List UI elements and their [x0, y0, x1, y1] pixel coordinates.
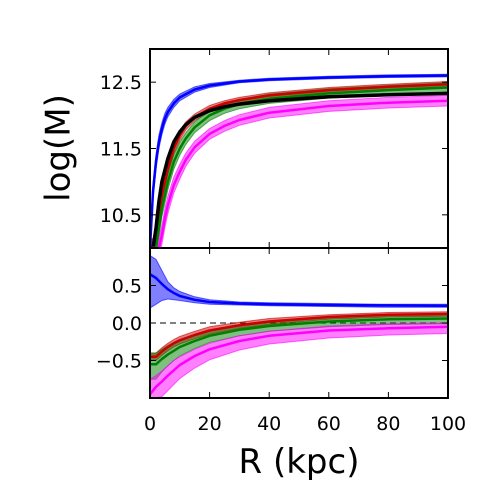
x-tick-label: 100 — [430, 413, 466, 435]
x-tick-label: 40 — [257, 413, 281, 435]
series-0-line — [150, 74, 448, 248]
series-3-line — [150, 91, 448, 248]
series-3-line — [150, 325, 448, 396]
series-1-line — [150, 312, 448, 359]
top-plot-area — [150, 73, 448, 248]
series-0-line — [150, 273, 448, 308]
top-panel: 10.5 11.5 12.5 log(M) — [39, 48, 449, 249]
series-2-line — [150, 317, 448, 366]
bottom-xlabel: R (kpc) — [239, 442, 360, 482]
y-tick-label: 12.5 — [100, 72, 142, 94]
top-ylabel: log(M) — [39, 94, 79, 202]
x-tick-label: 80 — [376, 413, 400, 435]
y-tick-label: 0.5 — [112, 276, 142, 298]
bottom-panel: 0 20 40 60 80 100 −0.5 0.0 0.5 R (kpc) — [96, 247, 466, 482]
bottom-ticks: 0 20 40 60 80 100 −0.5 0.0 0.5 — [96, 248, 466, 435]
series-2-line — [150, 86, 448, 248]
series-0-band — [150, 73, 448, 248]
series-4-line — [150, 99, 448, 248]
series-0-band — [150, 254, 448, 309]
bottom-plot-area — [150, 254, 448, 398]
y-tick-label: 0.0 — [112, 313, 142, 335]
series-4-band — [150, 94, 448, 248]
series-3-band — [150, 322, 448, 398]
y-tick-label: 10.5 — [100, 205, 142, 227]
y-tick-label: 11.5 — [100, 139, 142, 161]
x-tick-label: 0 — [144, 413, 156, 435]
x-tick-label: 20 — [198, 413, 222, 435]
x-tick-label: 60 — [317, 413, 341, 435]
y-tick-label: −0.5 — [96, 351, 142, 373]
top-ticks: 10.5 11.5 12.5 — [100, 49, 449, 248]
series-2-band — [150, 82, 448, 248]
